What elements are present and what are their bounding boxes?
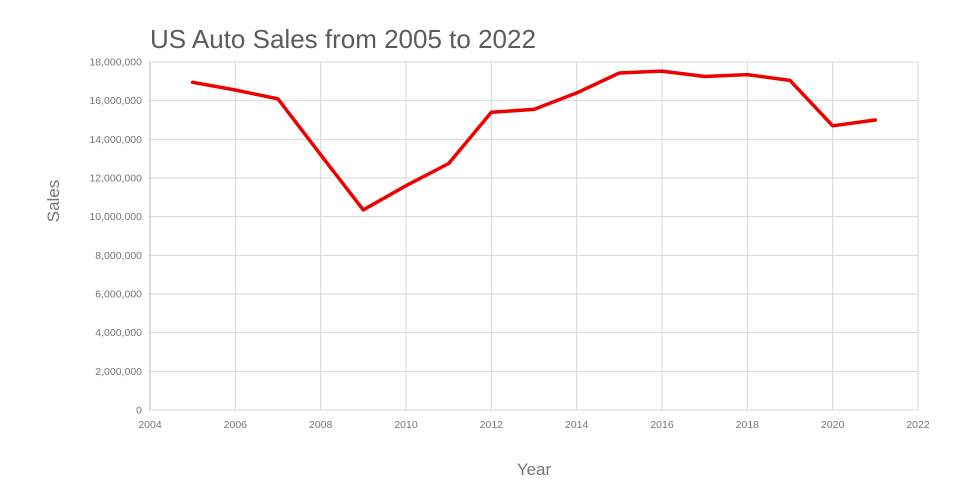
x-tick-label: 2018 [736, 419, 760, 431]
y-tick-label: 18,000,000 [89, 57, 142, 69]
x-tick-label: 2010 [394, 419, 418, 431]
x-tick-label: 2012 [480, 419, 504, 431]
x-tick-label: 2008 [309, 419, 333, 431]
y-tick-label: 16,000,000 [89, 95, 142, 107]
x-tick-label: 2016 [650, 419, 674, 431]
y-tick-label: 8,000,000 [95, 250, 142, 262]
x-tick-label: 2014 [565, 419, 589, 431]
y-tick-label: 2,000,000 [95, 366, 142, 378]
x-tick-label: 2022 [906, 419, 930, 431]
x-tick-label: 2004 [138, 419, 162, 431]
y-tick-label: 4,000,000 [95, 327, 142, 339]
y-tick-label: 10,000,000 [89, 211, 142, 223]
y-tick-label: 12,000,000 [89, 173, 142, 185]
chart-title: US Auto Sales from 2005 to 2022 [150, 24, 536, 54]
sales-series-line [190, 69, 878, 212]
x-axis-title: Year [516, 460, 552, 479]
y-tick-label: 6,000,000 [95, 289, 142, 301]
x-tick-label: 2006 [224, 419, 248, 431]
y-tick-label: 0 [136, 405, 142, 417]
y-tick-label: 14,000,000 [89, 134, 142, 146]
x-tick-label: 2020 [821, 419, 845, 431]
